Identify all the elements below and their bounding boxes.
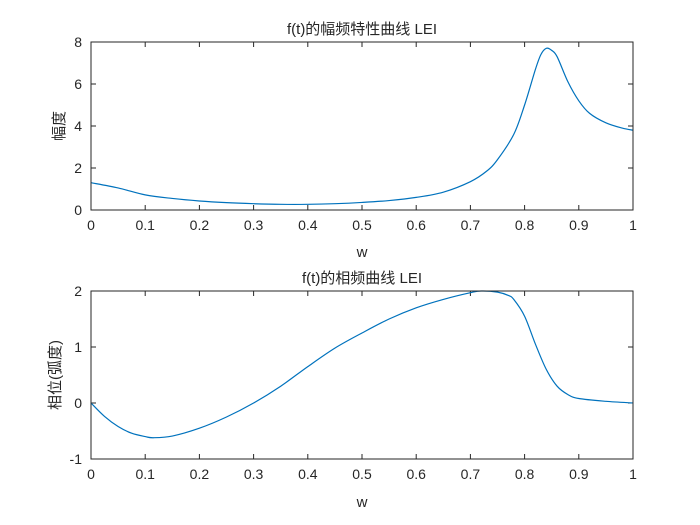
amplitude-y-axis-label: 幅度 — [51, 111, 68, 141]
x-tick-label: 0.1 — [135, 217, 155, 233]
x-tick-label: 1 — [629, 466, 637, 482]
x-tick-label: 0.6 — [406, 466, 426, 482]
x-tick-label: 0.5 — [352, 466, 372, 482]
amplitude-chart-title: f(t)的幅频特性曲线 LEI — [287, 21, 437, 38]
phase-x-axis-label: w — [356, 494, 368, 511]
x-tick-label: 0.9 — [569, 217, 589, 233]
phase-curve — [90, 290, 634, 439]
amplitude-axes: f(t)的幅频特性曲线 LEI 0 0.1 0.2 0.3 0.4 0.5 0.6 0.7 0.… — [51, 21, 637, 261]
amplitude-ticks: 0 0.1 0.2 0.3 0.4 0.5 0.6 0.7 0.8 0.9 1 0 2 4 6 8 — [74, 34, 637, 233]
y-tick-label: 8 — [74, 34, 82, 50]
x-tick-label: 0.2 — [190, 217, 210, 233]
y-tick-label: 6 — [74, 76, 82, 92]
phase-y-axis-label: 相位(弧度) — [47, 340, 64, 410]
phase-axes: f(t)的相频曲线 LEI 0 0.1 0.2 0.3 0.4 0.5 0.6 0.7 0.8 0… — [47, 270, 637, 511]
y-tick-label: 1 — [74, 339, 82, 355]
phase-chart-title: f(t)的相频曲线 LEI — [302, 270, 422, 287]
x-tick-label: 0.7 — [461, 466, 481, 482]
y-tick-label: 2 — [74, 283, 82, 299]
x-tick-label: 0.5 — [352, 217, 372, 233]
x-tick-label: 0 — [87, 466, 95, 482]
amplitude-x-axis-label: w — [356, 244, 368, 261]
phase-axes-frame — [90, 290, 634, 460]
x-tick-label: 0.9 — [569, 466, 589, 482]
x-tick-label: 0.4 — [298, 217, 318, 233]
amplitude-axes-frame — [90, 41, 634, 211]
x-tick-label: 0.8 — [515, 466, 535, 482]
y-tick-label: -1 — [70, 451, 83, 467]
x-tick-label: 0.3 — [244, 217, 264, 233]
y-tick-label: 4 — [74, 118, 82, 134]
y-tick-label: 0 — [74, 202, 82, 218]
y-tick-label: 0 — [74, 395, 82, 411]
x-tick-label: 0.8 — [515, 217, 535, 233]
x-tick-label: 0.2 — [190, 466, 210, 482]
x-tick-label: 0.6 — [406, 217, 426, 233]
x-tick-label: 0.3 — [244, 466, 264, 482]
x-tick-label: 0 — [87, 217, 95, 233]
y-tick-label: 2 — [74, 160, 82, 176]
x-tick-label: 1 — [629, 217, 637, 233]
x-tick-label: 0.1 — [135, 466, 155, 482]
x-tick-label: 0.7 — [461, 217, 481, 233]
amplitude-curve — [90, 47, 634, 206]
x-tick-label: 0.4 — [298, 466, 318, 482]
